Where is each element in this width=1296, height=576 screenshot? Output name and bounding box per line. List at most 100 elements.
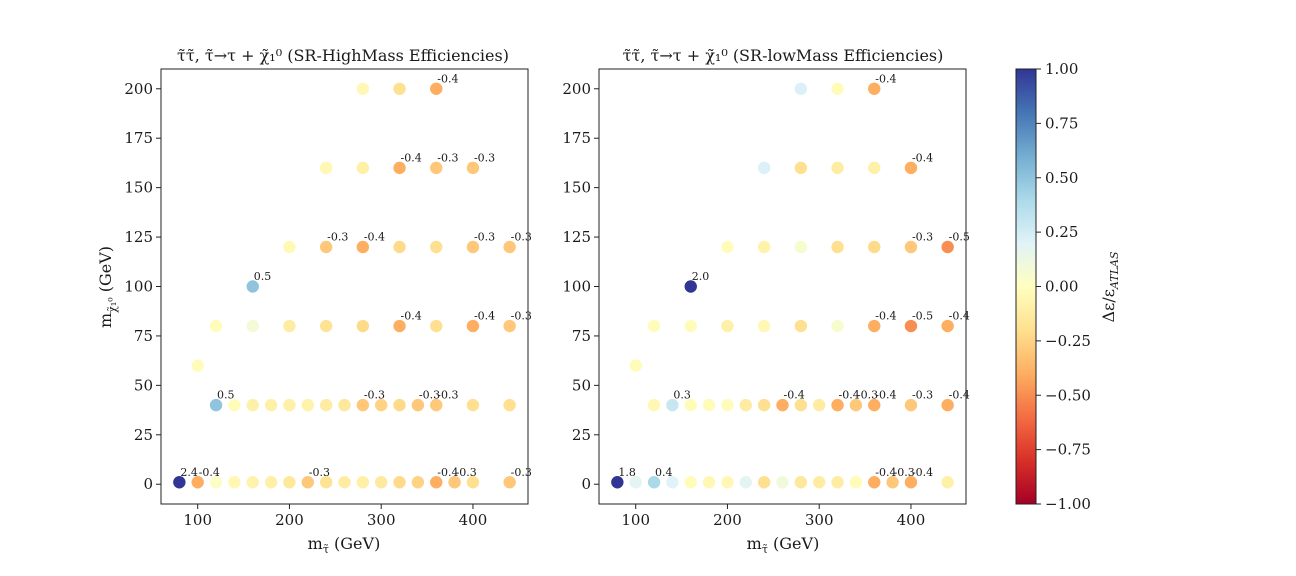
colorbar-tick-label: −0.25: [1045, 332, 1091, 350]
scatter-point: [831, 82, 844, 95]
scatter-point: [319, 398, 333, 412]
scatter-point: [356, 240, 370, 254]
y-tick-label: 100: [562, 278, 591, 296]
scatter-point: [904, 240, 918, 254]
y-tick-label: 175: [124, 129, 153, 147]
point-value-label: -0.4: [875, 72, 896, 85]
scatter-point: [684, 476, 697, 489]
point-value-label: -0.3: [912, 389, 933, 402]
scatter-point: [246, 476, 259, 489]
scatter-point: [941, 240, 954, 254]
low-mass-panel: τ̃τ̃, τ̃→τ + χ̃₁⁰ (SR-lowMass Efficienci…: [562, 46, 970, 556]
scatter-point: [191, 476, 204, 489]
scatter-point: [228, 398, 241, 412]
scatter-point: [356, 82, 370, 95]
scatter-point: [757, 240, 771, 254]
scatter-point: [868, 476, 881, 489]
point-value-label: -0.4: [784, 389, 805, 402]
scatter-point: [209, 319, 223, 333]
scatter-point: [684, 319, 697, 333]
scatter-point: [301, 398, 314, 412]
low-mass-y-ticks: 0 25 50 75 100 125 150 175 200: [562, 80, 599, 493]
point-value-label: -0.3: [894, 466, 915, 479]
high-mass-points: [173, 82, 516, 489]
scatter-point: [849, 476, 863, 489]
colorbar-tick-label: −0.50: [1045, 386, 1091, 404]
point-value-label: -0.3: [419, 389, 440, 402]
x-tick-label: 300: [805, 511, 834, 529]
scatter-point: [466, 398, 480, 412]
scatter-point: [831, 240, 844, 254]
colorbar-tick-label: 0.75: [1045, 114, 1078, 132]
scatter-point: [283, 319, 296, 333]
scatter-point: [831, 398, 844, 412]
scatter-point: [191, 359, 204, 372]
scatter-point: [647, 398, 661, 412]
scatter-point: [684, 398, 697, 412]
scatter-point: [430, 476, 443, 489]
point-value-label: -0.3: [456, 466, 477, 479]
scatter-point: [794, 240, 808, 254]
point-value-label: -0.4: [474, 310, 495, 323]
scatter-point: [503, 240, 516, 254]
scatter-point: [757, 319, 771, 333]
scatter-point: [375, 398, 388, 412]
point-value-label: -0.3: [437, 151, 458, 164]
high-mass-y-ticks: 0 25 50 75 100 125 150 175 200: [124, 80, 161, 493]
scatter-point: [430, 82, 443, 95]
colorbar-label: Δε/εATLAS: [1099, 251, 1121, 322]
scatter-point: [393, 161, 406, 175]
point-value-label: 0.4: [655, 466, 673, 479]
scatter-point: [173, 476, 186, 489]
high-mass-point-labels: 2.4 -0.4 -0.3 -0.4-0.3 -0.30.5 -0.3 -0.3-0.3-0…: [180, 72, 532, 478]
x-tick-label: 200: [275, 511, 304, 529]
scatter-point: [466, 319, 480, 333]
x-tick-label: 400: [459, 511, 488, 529]
point-value-label: -0.3: [857, 389, 878, 402]
scatter-point: [209, 398, 223, 412]
scatter-point: [904, 476, 918, 489]
scatter-point: [757, 398, 771, 412]
scatter-point: [868, 240, 881, 254]
y-tick-label: 125: [562, 228, 591, 246]
colorbar-tick-label: 1.00: [1045, 60, 1078, 78]
point-value-label: -0.3: [912, 230, 933, 243]
point-value-label: -0.3: [309, 466, 330, 479]
scatter-point: [393, 398, 406, 412]
low-mass-x-axis-label: mτ̃ (GeV): [747, 534, 820, 556]
low-mass-axes-frame: [598, 68, 967, 505]
point-value-label: 2.4: [180, 466, 198, 479]
scatter-point: [430, 240, 443, 254]
colorbar-tick-label: −1.00: [1045, 495, 1091, 513]
scatter-point: [319, 319, 333, 333]
scatter-point: [448, 476, 461, 489]
point-value-label: -0.3: [327, 230, 348, 243]
scatter-point: [393, 240, 406, 254]
scatter-point: [356, 398, 370, 412]
point-value-label: -0.4: [839, 389, 860, 402]
high-mass-title: τ̃τ̃, τ̃→τ + χ̃₁⁰ (SR-HighMass Efficienc…: [177, 46, 509, 65]
scatter-point: [283, 476, 296, 489]
scatter-point: [831, 161, 844, 175]
high-mass-panel: τ̃τ̃, τ̃→τ + χ̃₁⁰ (SR-HighMass Efficienc…: [96, 46, 532, 556]
point-value-label: -0.4: [437, 466, 458, 479]
point-value-label: -0.4: [875, 310, 896, 323]
point-value-label: 0.3: [673, 389, 691, 402]
scatter-point: [757, 476, 771, 489]
point-value-label: -0.3: [364, 389, 385, 402]
x-tick-label: 100: [183, 511, 212, 529]
low-mass-points: [611, 82, 954, 489]
scatter-point: [721, 319, 734, 333]
scatter-point: [466, 240, 480, 254]
point-value-label: -0.3: [511, 466, 532, 479]
scatter-point: [466, 161, 480, 175]
y-tick-label: 25: [134, 426, 153, 444]
scatter-point: [941, 319, 954, 333]
point-value-label: -0.3: [437, 389, 458, 402]
point-value-label: -0.4: [875, 389, 896, 402]
scatter-point: [886, 476, 899, 489]
scatter-point: [430, 161, 443, 175]
point-value-label: -0.4: [949, 389, 970, 402]
point-value-label: -0.3: [511, 310, 532, 323]
